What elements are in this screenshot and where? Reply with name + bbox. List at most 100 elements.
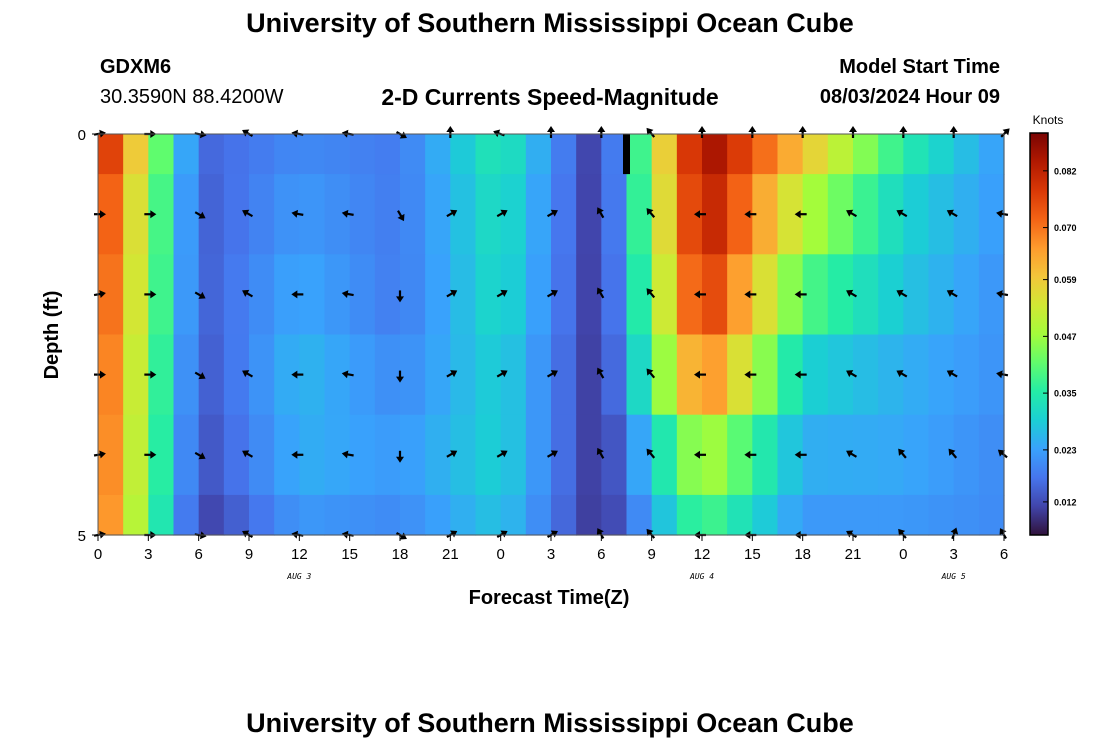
x-axis: 0 3 6 9 12 15 18 21 0 3 6 9 12 15 18 21 0 3 6 AUG 3 AUG 4 AUG… (94, 535, 1008, 581)
heat-cell (827, 494, 854, 536)
heat-cell (601, 254, 628, 336)
station-coords: 30.3590N 88.4200W (100, 86, 284, 108)
heat-cell (576, 414, 602, 496)
heat-cell (551, 494, 577, 536)
heat-cell (853, 334, 879, 416)
heat-cell (274, 494, 300, 536)
current-arrow (341, 290, 354, 298)
y-axis-label: Depth (ft) (41, 291, 63, 380)
heat-cell (853, 174, 879, 255)
x-tick-label: 18 (392, 546, 409, 563)
current-arrow (596, 287, 605, 299)
colorbar-tick-label: 0.070 (1054, 223, 1077, 233)
current-arrow (846, 450, 858, 458)
current-arrow (291, 209, 304, 218)
current-arrow (194, 291, 206, 299)
current-arrow (242, 289, 254, 298)
heat-cell (878, 494, 904, 536)
current-arrow (546, 289, 558, 298)
current-arrow (291, 370, 304, 379)
current-arrow (546, 450, 558, 458)
current-arrow (396, 290, 404, 303)
heat-cell (249, 134, 275, 175)
current-arrow (794, 290, 807, 299)
heat-cell (702, 254, 728, 336)
x-tick-label: 0 (496, 546, 504, 563)
x-tick-label: 21 (845, 546, 862, 563)
heat-cell (249, 254, 275, 336)
current-arrow (194, 451, 206, 460)
heat-cell (425, 174, 451, 255)
current-arrow (596, 367, 605, 379)
x-tick-label: 6 (597, 546, 605, 563)
x-tick-label: 15 (744, 546, 761, 563)
heat-cell (299, 254, 326, 336)
y-tick-label: 0 (78, 127, 86, 144)
heat-cell (827, 134, 854, 175)
heat-cell (626, 254, 653, 336)
current-arrow (144, 210, 157, 219)
heat-cell (601, 174, 628, 255)
heat-cell (953, 254, 980, 336)
x-tick-label: 12 (694, 546, 711, 563)
x-tick-label: 6 (1000, 546, 1008, 563)
current-arrow (846, 289, 858, 298)
heat-cell (651, 334, 678, 416)
heat-cell (349, 174, 376, 255)
heat-cell (953, 134, 980, 175)
heat-cell (626, 494, 653, 536)
heat-cell (349, 254, 376, 336)
heat-cell (702, 334, 728, 416)
heat-cell (601, 134, 628, 175)
heat-cell (928, 494, 955, 536)
heat-cell (299, 134, 326, 175)
heat-cell (777, 494, 804, 536)
station-id: GDXM6 (100, 56, 172, 78)
heat-cell (576, 174, 602, 255)
heat-cell (198, 134, 225, 175)
heat-cell (601, 334, 628, 416)
current-arrow (144, 450, 157, 459)
heat-cell (374, 494, 401, 536)
x-tick-label: 15 (341, 546, 358, 563)
current-arrow (896, 209, 908, 218)
heat-cell (475, 174, 502, 255)
heat-cell (525, 334, 552, 416)
current-arrow (446, 209, 458, 218)
heat-cell (953, 414, 980, 496)
heat-cell (425, 414, 451, 496)
x-tick-label: 12 (291, 546, 308, 563)
heat-cell (173, 494, 200, 536)
current-arrow (694, 210, 706, 219)
colorbar: 0.012 0.023 0.035 0.047 0.059 0.070 0.082 (1029, 132, 1077, 536)
heat-cell (752, 494, 779, 536)
current-arrow (694, 450, 706, 459)
plot-title: 2-D Currents Speed-Magnitude (381, 84, 719, 110)
heat-cell (349, 494, 376, 536)
heat-cell (601, 414, 628, 496)
x-tick-label: 3 (547, 546, 555, 563)
heat-cell (450, 494, 477, 536)
heat-cell (500, 494, 527, 536)
current-arrow (596, 207, 605, 219)
heat-cell (651, 414, 678, 496)
heat-cell (400, 334, 426, 416)
current-arrow (794, 210, 807, 219)
heat-cell (953, 494, 980, 536)
current-arrow (694, 290, 706, 299)
colorbar-unit: Knots (1033, 113, 1064, 127)
heat-cell (173, 134, 200, 175)
heat-cell (299, 494, 326, 536)
heat-cell (299, 334, 326, 416)
heat-cell (903, 334, 930, 416)
current-arrow (744, 290, 757, 299)
current-arrow (496, 209, 508, 218)
heat-cell (878, 414, 904, 496)
current-arrow (744, 450, 757, 459)
current-arrow (291, 290, 304, 299)
heat-cell (249, 174, 275, 255)
heat-cell (853, 254, 879, 336)
current-arrow (242, 209, 254, 218)
heat-cell (676, 494, 703, 536)
